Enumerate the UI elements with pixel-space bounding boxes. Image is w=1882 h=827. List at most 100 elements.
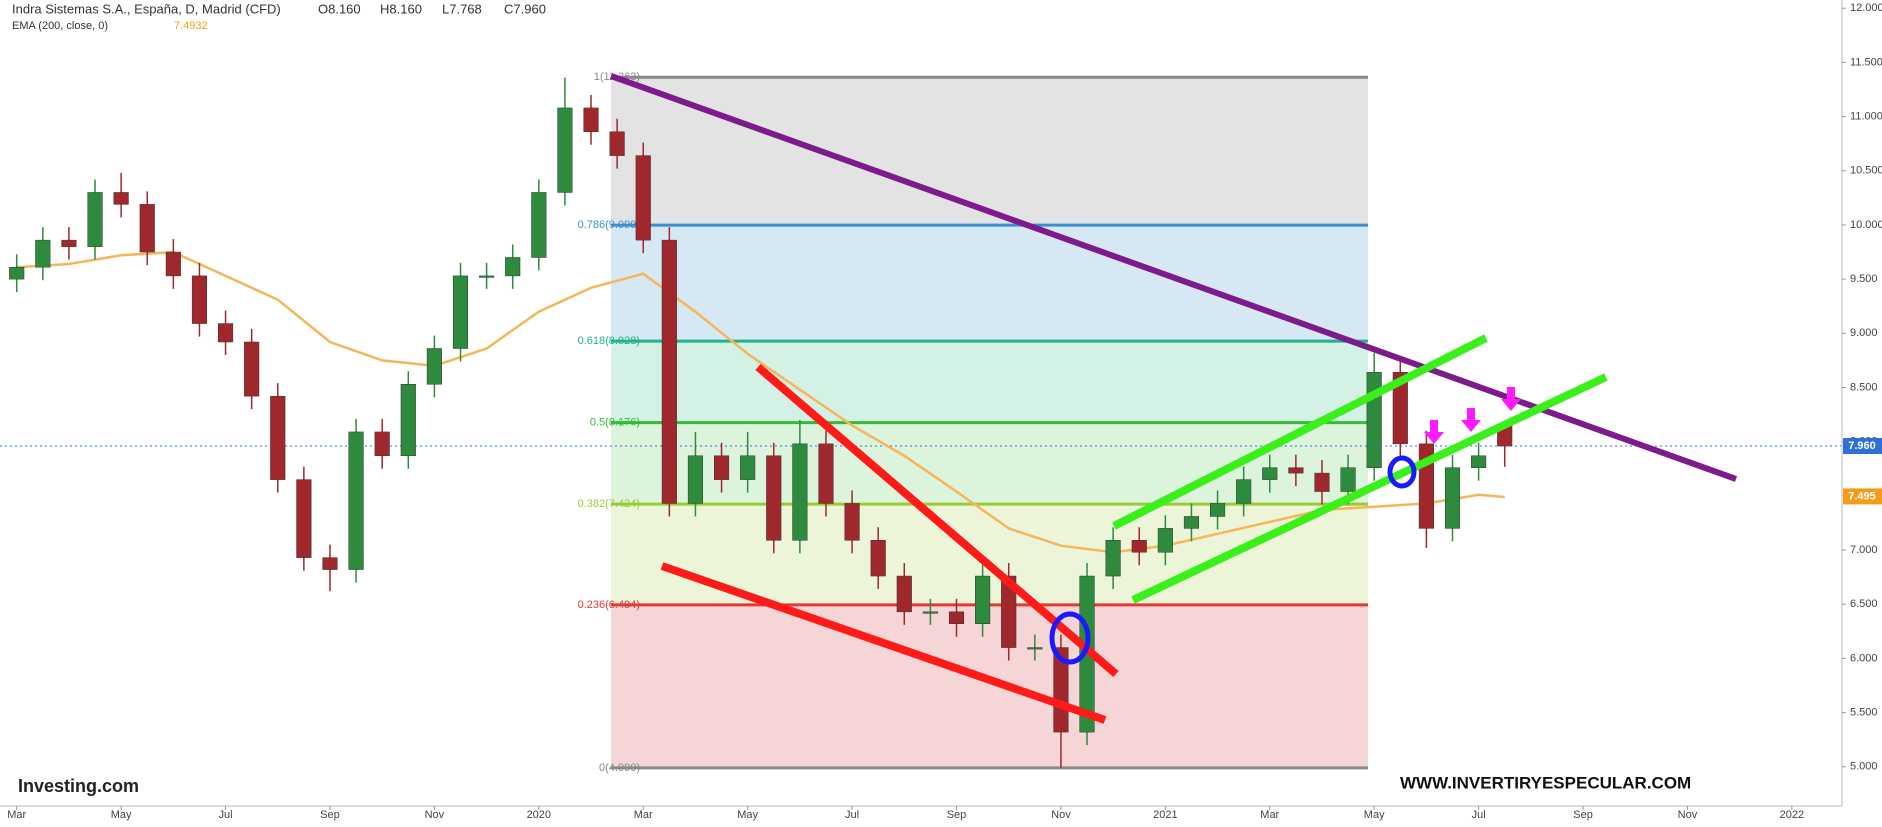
trend-line <box>1112 334 1488 530</box>
price-tag <box>1843 488 1882 505</box>
x-tick-label: Nov <box>1051 809 1071 821</box>
candle-body <box>792 443 808 541</box>
candle-body <box>1288 467 1304 474</box>
candle-body <box>1105 540 1121 577</box>
candle-body <box>1236 479 1252 504</box>
x-tick-label: May <box>737 809 758 821</box>
candle-body <box>1366 372 1382 468</box>
x-tick-label: May <box>1364 809 1385 821</box>
candle-body <box>348 431 364 570</box>
candle-body <box>609 131 625 156</box>
candle-body <box>113 192 129 205</box>
candle-body <box>1262 467 1278 480</box>
x-tick-label: Mar <box>1260 809 1279 821</box>
y-tick-label: 12.000 <box>1850 2 1882 14</box>
y-tick-label: 9.500 <box>1850 273 1878 285</box>
fib-zone <box>611 225 1368 342</box>
y-tick-label: 11.500 <box>1850 56 1882 68</box>
y-tick-label: 8.500 <box>1850 381 1878 393</box>
circle-marker <box>1049 611 1091 665</box>
fib-zone <box>611 341 1368 423</box>
candle-body <box>740 455 756 480</box>
ohlc-low: L7.768 <box>442 1 482 16</box>
y-tick-label: 5.000 <box>1850 761 1878 773</box>
candle-body <box>479 275 495 278</box>
candle-body <box>896 575 912 613</box>
candle-body <box>713 455 730 480</box>
candle-body <box>1183 516 1200 529</box>
fib-label: 0.382(7.424) <box>578 498 640 510</box>
trend-line <box>1131 373 1608 604</box>
y-tick-label: 10.000 <box>1850 219 1882 231</box>
candle-body <box>505 257 521 277</box>
credit: WWW.INVERTIRYESPECULAR.COM <box>1400 773 1691 792</box>
fib-label: 0.786(9.999) <box>578 219 640 231</box>
candle-body <box>1340 467 1356 492</box>
candle-body <box>687 455 704 504</box>
candle-body <box>322 557 338 570</box>
fib-label: 0.236(6.494) <box>578 599 640 611</box>
x-tick-label: 2020 <box>527 809 551 821</box>
x-tick-label: Nov <box>425 809 445 821</box>
watermark: Investing.com <box>18 776 139 796</box>
y-tick-label: 9.000 <box>1850 327 1878 339</box>
fib-label: 0.5(8.176) <box>590 417 640 429</box>
candle-body <box>818 443 834 504</box>
fib-zone <box>611 604 1368 768</box>
candle-body <box>35 239 51 268</box>
y-tick-label: 6.000 <box>1850 652 1878 664</box>
candle-body <box>531 192 547 258</box>
candle-body <box>426 348 442 385</box>
candle-body <box>661 239 677 504</box>
candle-body <box>557 107 573 193</box>
x-tick-label: Mar <box>634 809 653 821</box>
candle-body <box>217 323 234 343</box>
candle-body <box>1444 467 1461 529</box>
x-tick-label: Jul <box>845 809 859 821</box>
candle-body <box>452 275 469 349</box>
candle-body <box>1471 455 1487 468</box>
candle-body <box>975 575 991 624</box>
candle-body <box>1001 575 1017 648</box>
candle-body <box>244 341 260 397</box>
x-tick-label: Mar <box>7 809 26 821</box>
y-tick-label: 11.000 <box>1850 111 1882 123</box>
candles <box>9 77 1513 768</box>
circle-marker <box>1387 455 1417 489</box>
candle-body <box>87 192 103 247</box>
y-tick-label: 6.500 <box>1850 598 1878 610</box>
candle-body <box>583 107 599 133</box>
x-tick-label: May <box>111 809 132 821</box>
candle-body <box>1027 647 1043 650</box>
candle-body <box>844 503 860 541</box>
fib-label: 0(4.990) <box>599 762 640 774</box>
candle-body <box>1392 372 1408 445</box>
candle-body <box>1209 503 1226 517</box>
candle-body <box>948 611 965 624</box>
x-tick-label: 2021 <box>1153 809 1177 821</box>
ohlc-close: C7.960 <box>504 1 546 16</box>
candle-body <box>922 611 938 614</box>
arrow-marker <box>1461 408 1481 432</box>
x-tick-label: Sep <box>1573 809 1593 821</box>
candle-body <box>766 455 782 541</box>
candle-body <box>1053 647 1069 733</box>
y-tick-label: 10.500 <box>1850 165 1882 177</box>
x-tick-label: Jul <box>219 809 233 821</box>
arrow-marker <box>1501 387 1521 411</box>
candle-body <box>165 251 181 277</box>
ohlc-high: H8.160 <box>380 1 422 16</box>
x-tick-label: Jul <box>1472 809 1486 821</box>
candle-body <box>1314 472 1330 492</box>
trend-line <box>660 562 1107 724</box>
y-tick-label: 7.000 <box>1850 544 1878 556</box>
candle-body <box>374 431 390 457</box>
candle-body <box>296 479 312 558</box>
x-tick-label: Sep <box>947 809 967 821</box>
candle-body <box>191 275 208 324</box>
trend-line <box>609 73 1738 482</box>
price-tag-label: 7.960 <box>1848 440 1876 452</box>
candle-body <box>870 540 886 577</box>
